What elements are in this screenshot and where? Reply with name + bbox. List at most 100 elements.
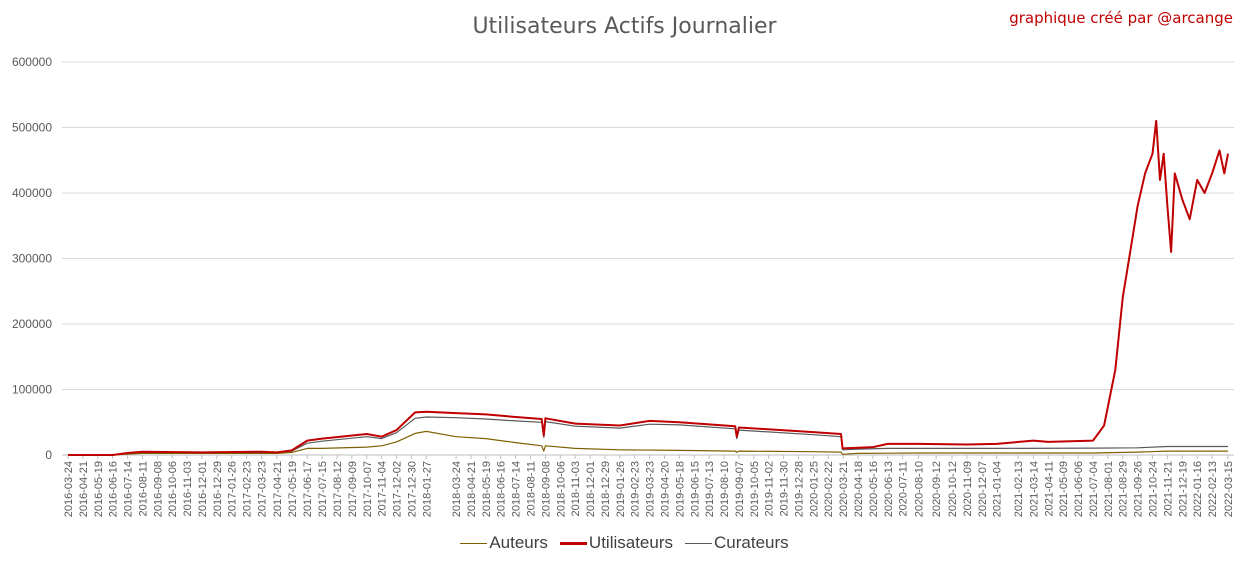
- chart-title: Utilisateurs Actifs Journalier: [472, 14, 777, 39]
- y-tick-label: 300000: [12, 252, 52, 266]
- x-tick-label: 2021-06-06: [1073, 461, 1085, 517]
- x-tick-label: 2022-03-15: [1223, 461, 1235, 517]
- x-tick-label: 2016-12-01: [197, 461, 209, 517]
- x-tick-label: 2021-03-14: [1028, 461, 1040, 517]
- x-tick-label: 2021-07-04: [1088, 461, 1100, 517]
- x-tick-label: 2018-08-11: [526, 461, 538, 516]
- series-line-utilisateurs: [68, 119, 1229, 456]
- x-tick-label: 2017-03-23: [257, 461, 269, 517]
- x-tick-label: 2017-05-19: [287, 461, 299, 517]
- x-tick-label: 2020-08-10: [914, 461, 926, 517]
- x-tick-label: 2018-05-19: [481, 461, 493, 517]
- x-tick-label: 2019-10-05: [749, 461, 761, 517]
- x-tick-label: 2019-11-02: [764, 461, 776, 516]
- x-tick-label: 2017-06-17: [302, 461, 314, 517]
- y-tick-label: 400000: [12, 186, 52, 200]
- series-line-curateurs: [68, 416, 1228, 456]
- x-tick-label: 2017-12-30: [406, 461, 418, 517]
- x-tick-label: 2021-05-09: [1058, 461, 1070, 517]
- y-tick-label: 0: [45, 448, 52, 462]
- x-tick-label: 2016-11-03: [182, 461, 194, 516]
- x-tick-label: 2018-09-08: [540, 461, 552, 517]
- x-tick-label: 2018-07-14: [511, 461, 523, 517]
- x-tick-label: 2019-11-30: [779, 461, 791, 516]
- x-tick-label: 2021-12-19: [1177, 461, 1189, 517]
- x-tick-label: 2019-02-23: [630, 461, 642, 517]
- x-tick-label: 2016-03-24: [63, 461, 75, 517]
- x-tick-label: 2019-08-10: [719, 461, 731, 517]
- legend-swatch: [460, 542, 488, 544]
- x-tick-label: 2019-01-26: [615, 461, 627, 517]
- x-tick-label: 2021-10-24: [1148, 461, 1160, 517]
- legend-swatch: [559, 541, 587, 545]
- x-tick-label: 2020-01-25: [808, 461, 820, 517]
- x-tick-label: 2016-04-21: [78, 461, 90, 517]
- legend-swatch: [685, 542, 713, 544]
- y-tick-label: 100000: [12, 383, 52, 397]
- x-tick-label: 2017-12-02: [392, 461, 404, 517]
- x-tick-label: 2021-08-01: [1103, 461, 1115, 517]
- x-tick-label: 2021-02-13: [1013, 461, 1025, 517]
- y-tick-label: 500000: [12, 121, 52, 135]
- x-tick-label: 2021-11-21: [1162, 461, 1174, 516]
- x-tick-label: 2020-02-22: [823, 461, 835, 517]
- chart-credit: graphique créé par @arcange: [1009, 9, 1233, 27]
- legend-label: Auteurs: [489, 533, 548, 552]
- x-tick-label: 2020-04-18: [853, 461, 865, 517]
- x-tick-label: 2017-01-26: [227, 461, 239, 517]
- chart-legend: Auteurs Utilisateurs Curateurs: [0, 533, 1249, 553]
- x-tick-label: 2020-05-16: [868, 461, 880, 517]
- y-tick-label: 600000: [12, 55, 52, 69]
- x-tick-label: 2018-10-06: [555, 461, 567, 517]
- legend-label: Curateurs: [714, 533, 789, 552]
- x-tick-label: 2016-08-11: [137, 461, 149, 516]
- x-tick-label: 2017-11-04: [377, 461, 389, 516]
- x-tick-label: 2016-05-19: [93, 461, 105, 517]
- x-tick-label: 2020-03-21: [838, 461, 850, 517]
- x-tick-label: 2017-10-07: [362, 461, 374, 517]
- x-tick-label: 2018-06-16: [496, 461, 508, 517]
- x-tick-label: 2019-05-18: [674, 461, 686, 517]
- y-tick-label: 200000: [12, 317, 52, 331]
- x-tick-label: 2017-04-21: [272, 461, 284, 517]
- x-tick-label: 2019-09-07: [734, 461, 746, 517]
- x-tick-label: 2018-12-29: [600, 461, 612, 517]
- x-tick-label: 2021-09-26: [1133, 461, 1145, 517]
- x-tick-label: 2021-08-29: [1118, 461, 1130, 517]
- x-tick-label: 2019-12-28: [793, 461, 805, 517]
- legend-label: Utilisateurs: [588, 533, 674, 552]
- x-tick-label: 2017-08-12: [332, 461, 344, 517]
- x-tick-label: 2020-10-12: [947, 461, 959, 517]
- x-tick-label: 2020-11-09: [962, 461, 974, 516]
- legend-item-curateurs: Curateurs: [685, 533, 789, 553]
- x-tick-label: 2017-07-15: [317, 461, 329, 517]
- x-tick-label: 2016-06-16: [108, 461, 120, 517]
- legend-item-auteurs: Auteurs: [460, 533, 548, 553]
- x-tick-label: 2018-12-01: [585, 461, 597, 517]
- x-tick-label: 2020-12-07: [977, 461, 989, 517]
- x-tick-label: 2018-03-24: [451, 461, 463, 517]
- x-tick-label: 2020-07-11: [898, 461, 910, 516]
- x-tick-label: 2017-02-23: [242, 461, 254, 517]
- x-tick-label: 2016-12-29: [212, 461, 224, 517]
- x-tick-label: 2020-09-12: [931, 461, 943, 517]
- x-tick-label: 2016-07-14: [123, 461, 135, 517]
- legend-item-utilisateurs: Utilisateurs: [559, 533, 674, 553]
- x-tick-label: 2019-04-20: [659, 461, 671, 517]
- x-tick-label: 2022-01-16: [1192, 461, 1204, 517]
- x-tick-label: 2021-04-11: [1043, 461, 1055, 516]
- x-tick-label: 2016-10-06: [167, 461, 179, 517]
- x-tick-label: 2019-06-15: [689, 461, 701, 517]
- x-tick-label: 2016-09-08: [152, 461, 164, 517]
- x-tick-label: 2017-09-09: [347, 461, 359, 517]
- x-tick-label: 2021-01-04: [992, 461, 1004, 517]
- x-tick-label: 2019-07-13: [704, 461, 716, 517]
- x-tick-label: 2022-02-13: [1207, 461, 1219, 517]
- x-tick-label: 2020-06-13: [883, 461, 895, 517]
- x-tick-label: 2018-04-21: [466, 461, 478, 517]
- x-tick-label: 2018-01-27: [421, 461, 433, 517]
- x-tick-label: 2018-11-03: [570, 461, 582, 516]
- x-tick-label: 2019-03-23: [645, 461, 657, 517]
